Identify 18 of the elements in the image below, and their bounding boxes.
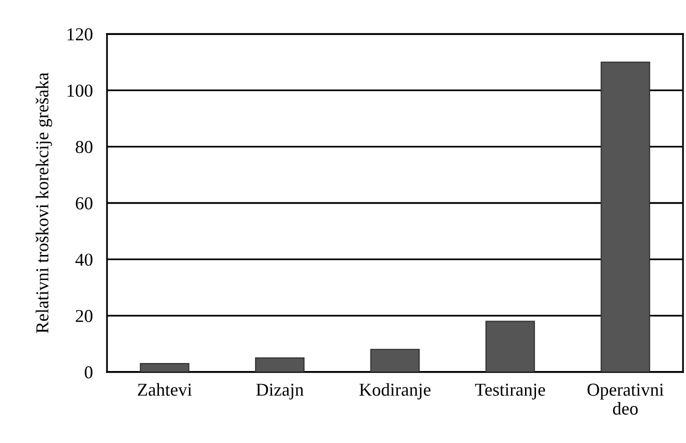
y-axis-title: Relativni troškovi korekcije grešaka (36, 72, 52, 334)
x-tick-label: Dizajn (256, 384, 304, 400)
y-tick-label: 40 (75, 254, 92, 266)
x-tick-label: Operativni deo (588, 384, 664, 415)
bar (370, 348, 420, 372)
y-tick-label: 20 (76, 310, 92, 322)
y-tick-label: 100 (68, 84, 92, 97)
x-tick-label: Kodiranje (359, 383, 430, 400)
bar (600, 62, 650, 372)
y-tick-label: 80 (76, 140, 92, 154)
bar (140, 362, 190, 372)
bar (485, 320, 535, 372)
x-tick-label: Zahtevi (138, 383, 192, 396)
x-tick-label: Testiranje (475, 384, 546, 400)
bar (255, 357, 305, 372)
y-tick-label: 60 (76, 197, 92, 210)
y-tick-label: 120 (68, 28, 92, 40)
y-tick-label: 0 (84, 366, 92, 378)
